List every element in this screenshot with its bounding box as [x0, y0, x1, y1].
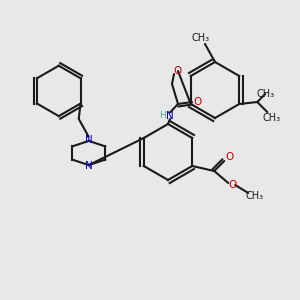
Text: CH₃: CH₃ — [256, 89, 274, 99]
Text: N: N — [85, 161, 93, 171]
Text: N: N — [166, 111, 174, 121]
Text: O: O — [174, 66, 182, 76]
Text: CH₃: CH₃ — [245, 191, 263, 201]
Text: O: O — [225, 152, 233, 162]
Text: CH₃: CH₃ — [192, 33, 210, 43]
Text: O: O — [228, 180, 236, 190]
Text: N: N — [85, 135, 93, 145]
Text: O: O — [193, 97, 201, 107]
Text: H: H — [160, 112, 167, 121]
Text: CH₃: CH₃ — [262, 113, 280, 123]
